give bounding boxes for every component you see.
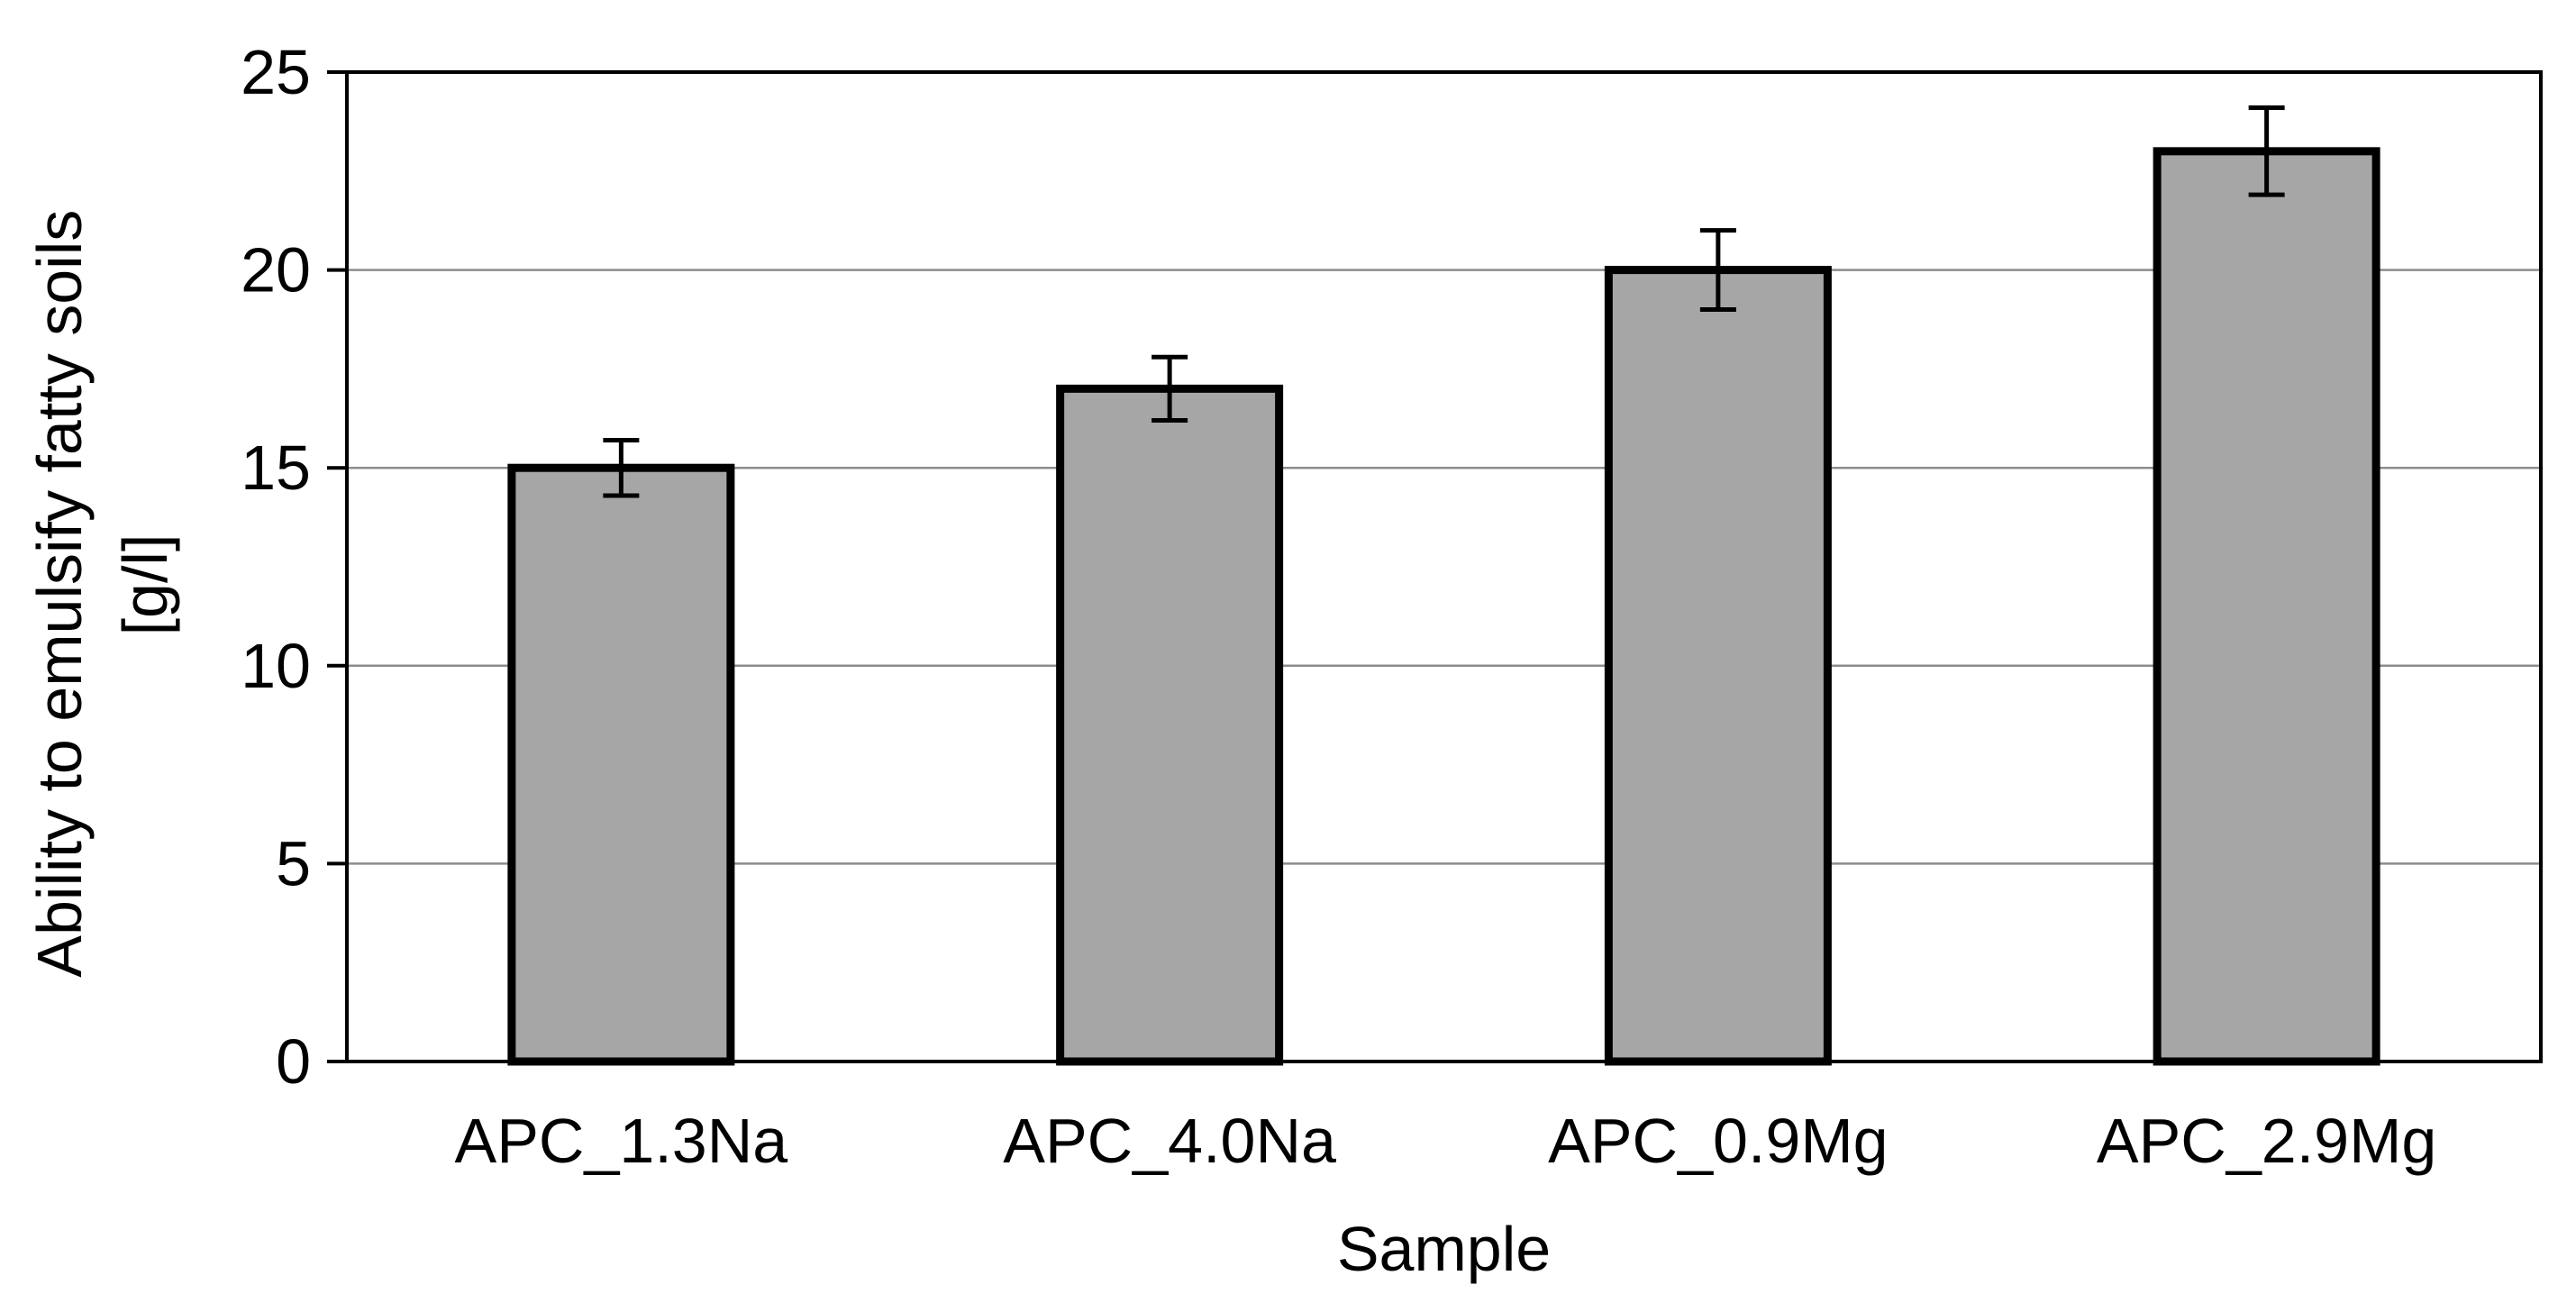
y-axis-tick-labels: 0 5 10 15 20 25 — [241, 37, 311, 1097]
plot-area — [345, 70, 2543, 1066]
bars — [507, 147, 2380, 1066]
y-tick-label: 25 — [241, 37, 311, 107]
y-axis-title-line-2: [g/l] — [110, 534, 180, 636]
bar — [1056, 384, 1284, 1066]
bar — [2153, 147, 2380, 1066]
y-axis-title: Ability to emulsify fatty soils [g/l] — [24, 192, 180, 977]
y-tick-label: 10 — [241, 631, 311, 701]
error-bars — [603, 105, 2285, 498]
x-tick-label: APC_2.9Mg — [2097, 1106, 2436, 1176]
y-tick-label: 20 — [241, 235, 311, 305]
x-tick-label: APC_4.0Na — [1003, 1106, 1336, 1176]
bar — [507, 463, 735, 1066]
y-tick-label: 5 — [276, 828, 311, 898]
plot-frame — [345, 70, 2543, 1063]
bar — [1604, 266, 1832, 1066]
error-bar — [603, 437, 640, 498]
error-bar — [1699, 228, 1736, 313]
y-axis-ticks — [327, 70, 347, 1063]
x-tick-label: APC_0.9Mg — [1548, 1106, 1888, 1176]
x-axis-tick-labels: APC_1.3Na APC_4.0Na APC_0.9Mg APC_2.9Mg — [455, 1106, 2437, 1176]
error-bar — [1151, 354, 1188, 423]
error-bar — [2248, 105, 2285, 197]
x-tick-label: APC_1.3Na — [455, 1106, 788, 1176]
y-tick-label: 15 — [241, 433, 311, 503]
y-axis-title-line-1: Ability to emulsify fatty soils — [24, 210, 95, 978]
y-tick-label: 0 — [276, 1026, 311, 1097]
x-axis-title: Sample — [1337, 1214, 1551, 1284]
